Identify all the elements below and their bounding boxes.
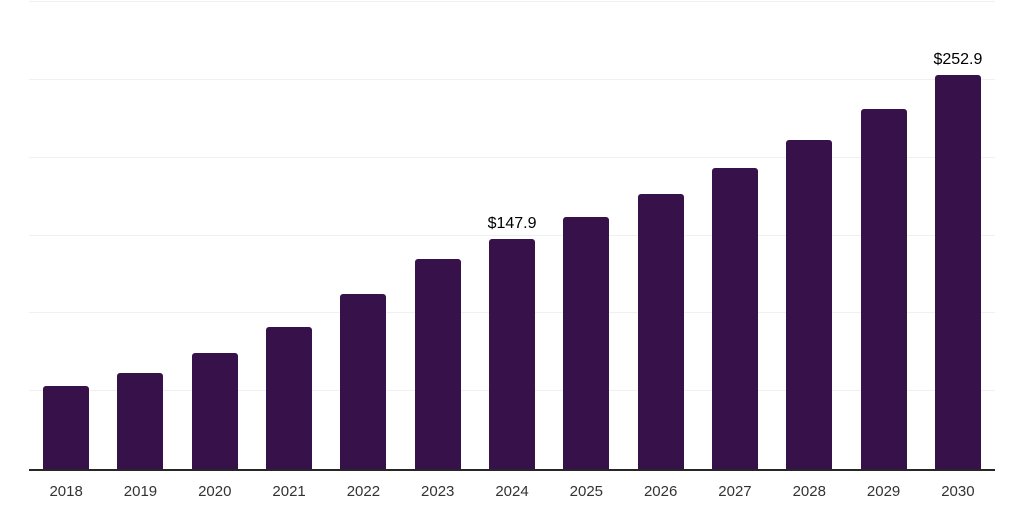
bar-2030 [934,75,981,469]
gridline-250 [29,78,995,80]
bar-2029 [860,109,907,469]
x-tick-label-2019: 2019 [123,483,158,500]
x-tick-label-2028: 2028 [792,483,826,500]
bar-slot-2018 [29,2,103,469]
x-tick-label-2020: 2020 [198,483,232,500]
bar-value-label-2030: $252.9 [933,51,983,69]
x-tick-label-2029: 2029 [866,483,901,500]
bar-slot-2025 [549,2,623,469]
bar-2028 [786,139,833,469]
bar-slot-2026 [624,2,698,469]
gridline-200 [29,156,995,158]
x-tick-label-2027: 2027 [718,483,752,500]
x-tick-label-2021: 2021 [272,483,306,500]
x-tick-label-2022: 2022 [346,483,381,500]
bar-slot-2028 [772,2,846,469]
bar-2025 [563,217,610,469]
x-tick-label-2030: 2030 [941,483,975,500]
bar-2021 [266,327,313,469]
bar-2022 [340,294,387,469]
bar-slot-2024: $147.9 [475,2,549,469]
bar-slot-2019 [103,2,177,469]
x-axis-labels: 2018 2019 2020 2021 2022 2023 2024 2025 2026 2027… [29,483,995,501]
bar-2018 [43,386,90,469]
bar-value-label-2024: $147.9 [487,214,537,232]
bar-slot-2029 [846,2,920,469]
bar-2027 [711,167,758,469]
bar-2023 [414,258,461,469]
bar-slot-2022 [326,2,400,469]
bar-slot-2021 [252,2,326,469]
gridline-150 [29,234,995,236]
bars-container: $147.9 $252.9 [29,2,995,469]
plot-area: $147.9 $252.9 [29,1,995,471]
bar-slot-2027 [698,2,772,469]
x-tick-label-2024: 2024 [495,483,529,500]
bar-slot-2023 [401,2,475,469]
bar-2020 [191,352,238,469]
bar-slot-2020 [178,2,252,469]
x-tick-label-2026: 2026 [643,483,678,500]
bar-2026 [637,193,684,469]
x-tick-label-2023: 2023 [421,483,455,500]
bar-slot-2030: $252.9 [921,2,995,469]
x-tick-label-2025: 2025 [569,483,604,500]
gridline-300 [29,1,995,2]
bar-2024 [489,238,536,469]
bar-2019 [117,373,164,469]
x-tick-label-2018: 2018 [49,483,83,500]
